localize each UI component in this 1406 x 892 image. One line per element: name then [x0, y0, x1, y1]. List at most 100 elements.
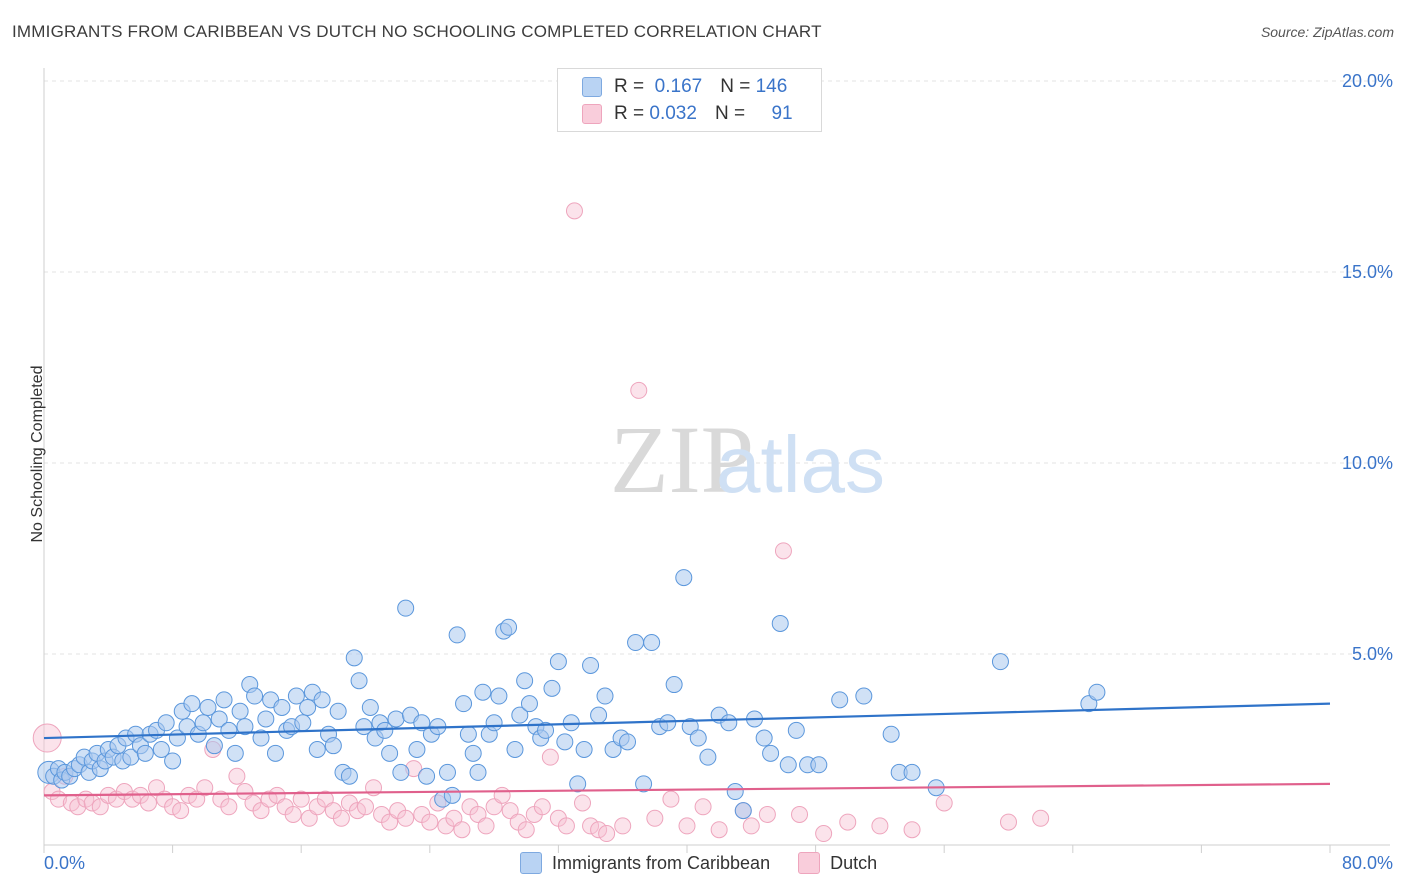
- point-caribbean: [506, 741, 524, 758]
- point-dutch: [630, 381, 648, 399]
- legend-r-label: R =: [614, 103, 645, 124]
- point-dutch: [453, 821, 471, 839]
- point-dutch: [646, 809, 664, 827]
- point-dutch: [598, 825, 616, 843]
- point-caribbean: [726, 783, 744, 801]
- point-caribbean: [762, 744, 780, 762]
- point-dutch: [662, 790, 680, 808]
- point-dutch: [260, 790, 278, 808]
- point-caribbean: [1088, 683, 1106, 701]
- point-caribbean: [299, 698, 317, 716]
- legend-n-value: 91: [771, 103, 793, 124]
- point-dutch: [172, 802, 190, 820]
- point-caribbean: [689, 729, 707, 747]
- point-dutch: [678, 817, 696, 835]
- point-caribbean: [266, 744, 284, 762]
- legend-n-label: N =: [720, 76, 751, 97]
- point-caribbean: [199, 698, 217, 716]
- watermark-zip: ZIP: [610, 406, 754, 513]
- legend-item-caribbean: Immigrants from Caribbean: [520, 852, 770, 874]
- point-caribbean: [665, 676, 683, 694]
- point-caribbean: [236, 718, 254, 736]
- legend-n-label: N =: [714, 103, 746, 124]
- point-dutch: [582, 817, 600, 835]
- point-dutch: [742, 817, 760, 835]
- legend-series-name: Dutch: [830, 852, 878, 873]
- y-axis-label: No Schooling Completed: [29, 365, 46, 543]
- legend-swatch-pink: [582, 104, 602, 124]
- point-dutch: [397, 809, 415, 827]
- point-dutch: [180, 786, 198, 804]
- trend-line-caribbean: [43, 702, 1331, 740]
- point-caribbean: [438, 763, 456, 781]
- point-dutch: [284, 805, 302, 823]
- point-caribbean: [381, 744, 399, 762]
- series-legend: Immigrants from Caribbean Dutch: [520, 852, 905, 874]
- point-caribbean: [313, 691, 331, 709]
- point-caribbean: [443, 786, 461, 804]
- point-caribbean: [408, 741, 426, 758]
- point-caribbean: [152, 741, 170, 758]
- y-tick-label: 20.0%: [1342, 71, 1393, 91]
- legend-row-caribbean: R = 0.167 N = 146: [582, 75, 787, 99]
- point-caribbean: [345, 649, 363, 667]
- point-dutch: [710, 821, 728, 839]
- point-caribbean: [831, 691, 849, 709]
- point-caribbean: [659, 714, 677, 732]
- point-caribbean: [183, 695, 201, 713]
- point-dutch: [228, 767, 246, 785]
- stats-legend: R = 0.167 N = 146 R = 0.032 N = 91: [557, 68, 822, 132]
- point-caribbean: [549, 653, 567, 671]
- point-caribbean: [779, 756, 797, 774]
- point-dutch: [541, 748, 559, 766]
- point-caribbean: [294, 714, 312, 732]
- point-caribbean: [627, 634, 645, 652]
- point-caribbean: [903, 763, 921, 781]
- point-caribbean: [619, 733, 637, 751]
- point-dutch: [903, 821, 921, 839]
- point-dutch: [815, 825, 833, 843]
- point-caribbean: [392, 763, 410, 781]
- point-dutch: [332, 809, 350, 827]
- point-caribbean: [210, 710, 228, 728]
- point-caribbean: [448, 626, 466, 644]
- legend-r-value: 0.167: [654, 76, 703, 97]
- point-caribbean: [520, 695, 538, 713]
- chart-title: IMMIGRANTS FROM CARIBBEAN VS DUTCH NO SC…: [12, 22, 822, 41]
- tick-labels: 5.0% 10.0% 15.0% 20.0% 0.0% 80.0%: [44, 71, 1393, 873]
- point-caribbean: [720, 714, 738, 732]
- data-points: [32, 202, 1106, 843]
- point-caribbean: [675, 569, 693, 587]
- legend-row-dutch: R = 0.032 N = 91: [582, 102, 793, 126]
- point-caribbean: [474, 683, 492, 701]
- point-dutch: [348, 802, 366, 820]
- point-caribbean: [699, 748, 717, 766]
- point-caribbean: [882, 725, 900, 743]
- point-caribbean: [205, 737, 223, 755]
- point-caribbean: [643, 634, 661, 652]
- point-dutch: [220, 798, 238, 816]
- point-caribbean: [500, 618, 518, 636]
- point-caribbean: [991, 653, 1009, 671]
- point-caribbean: [350, 672, 368, 690]
- point-caribbean: [194, 714, 212, 732]
- point-caribbean: [464, 744, 482, 762]
- point-caribbean: [511, 706, 529, 724]
- point-dutch: [614, 817, 632, 835]
- point-dutch: [421, 813, 439, 831]
- point-caribbean: [361, 698, 379, 716]
- point-caribbean: [459, 725, 477, 743]
- point-caribbean: [490, 687, 508, 705]
- point-caribbean: [469, 763, 487, 781]
- point-dutch: [139, 794, 157, 812]
- point-caribbean: [485, 714, 503, 732]
- y-tick-label: 15.0%: [1342, 262, 1393, 282]
- legend-n-value: 146: [755, 76, 788, 97]
- y-tick-label: 10.0%: [1342, 453, 1393, 473]
- point-caribbean: [575, 741, 593, 758]
- legend-item-dutch: Dutch: [798, 852, 877, 874]
- point-caribbean: [136, 744, 154, 762]
- point-caribbean: [810, 756, 828, 774]
- point-caribbean: [329, 702, 347, 720]
